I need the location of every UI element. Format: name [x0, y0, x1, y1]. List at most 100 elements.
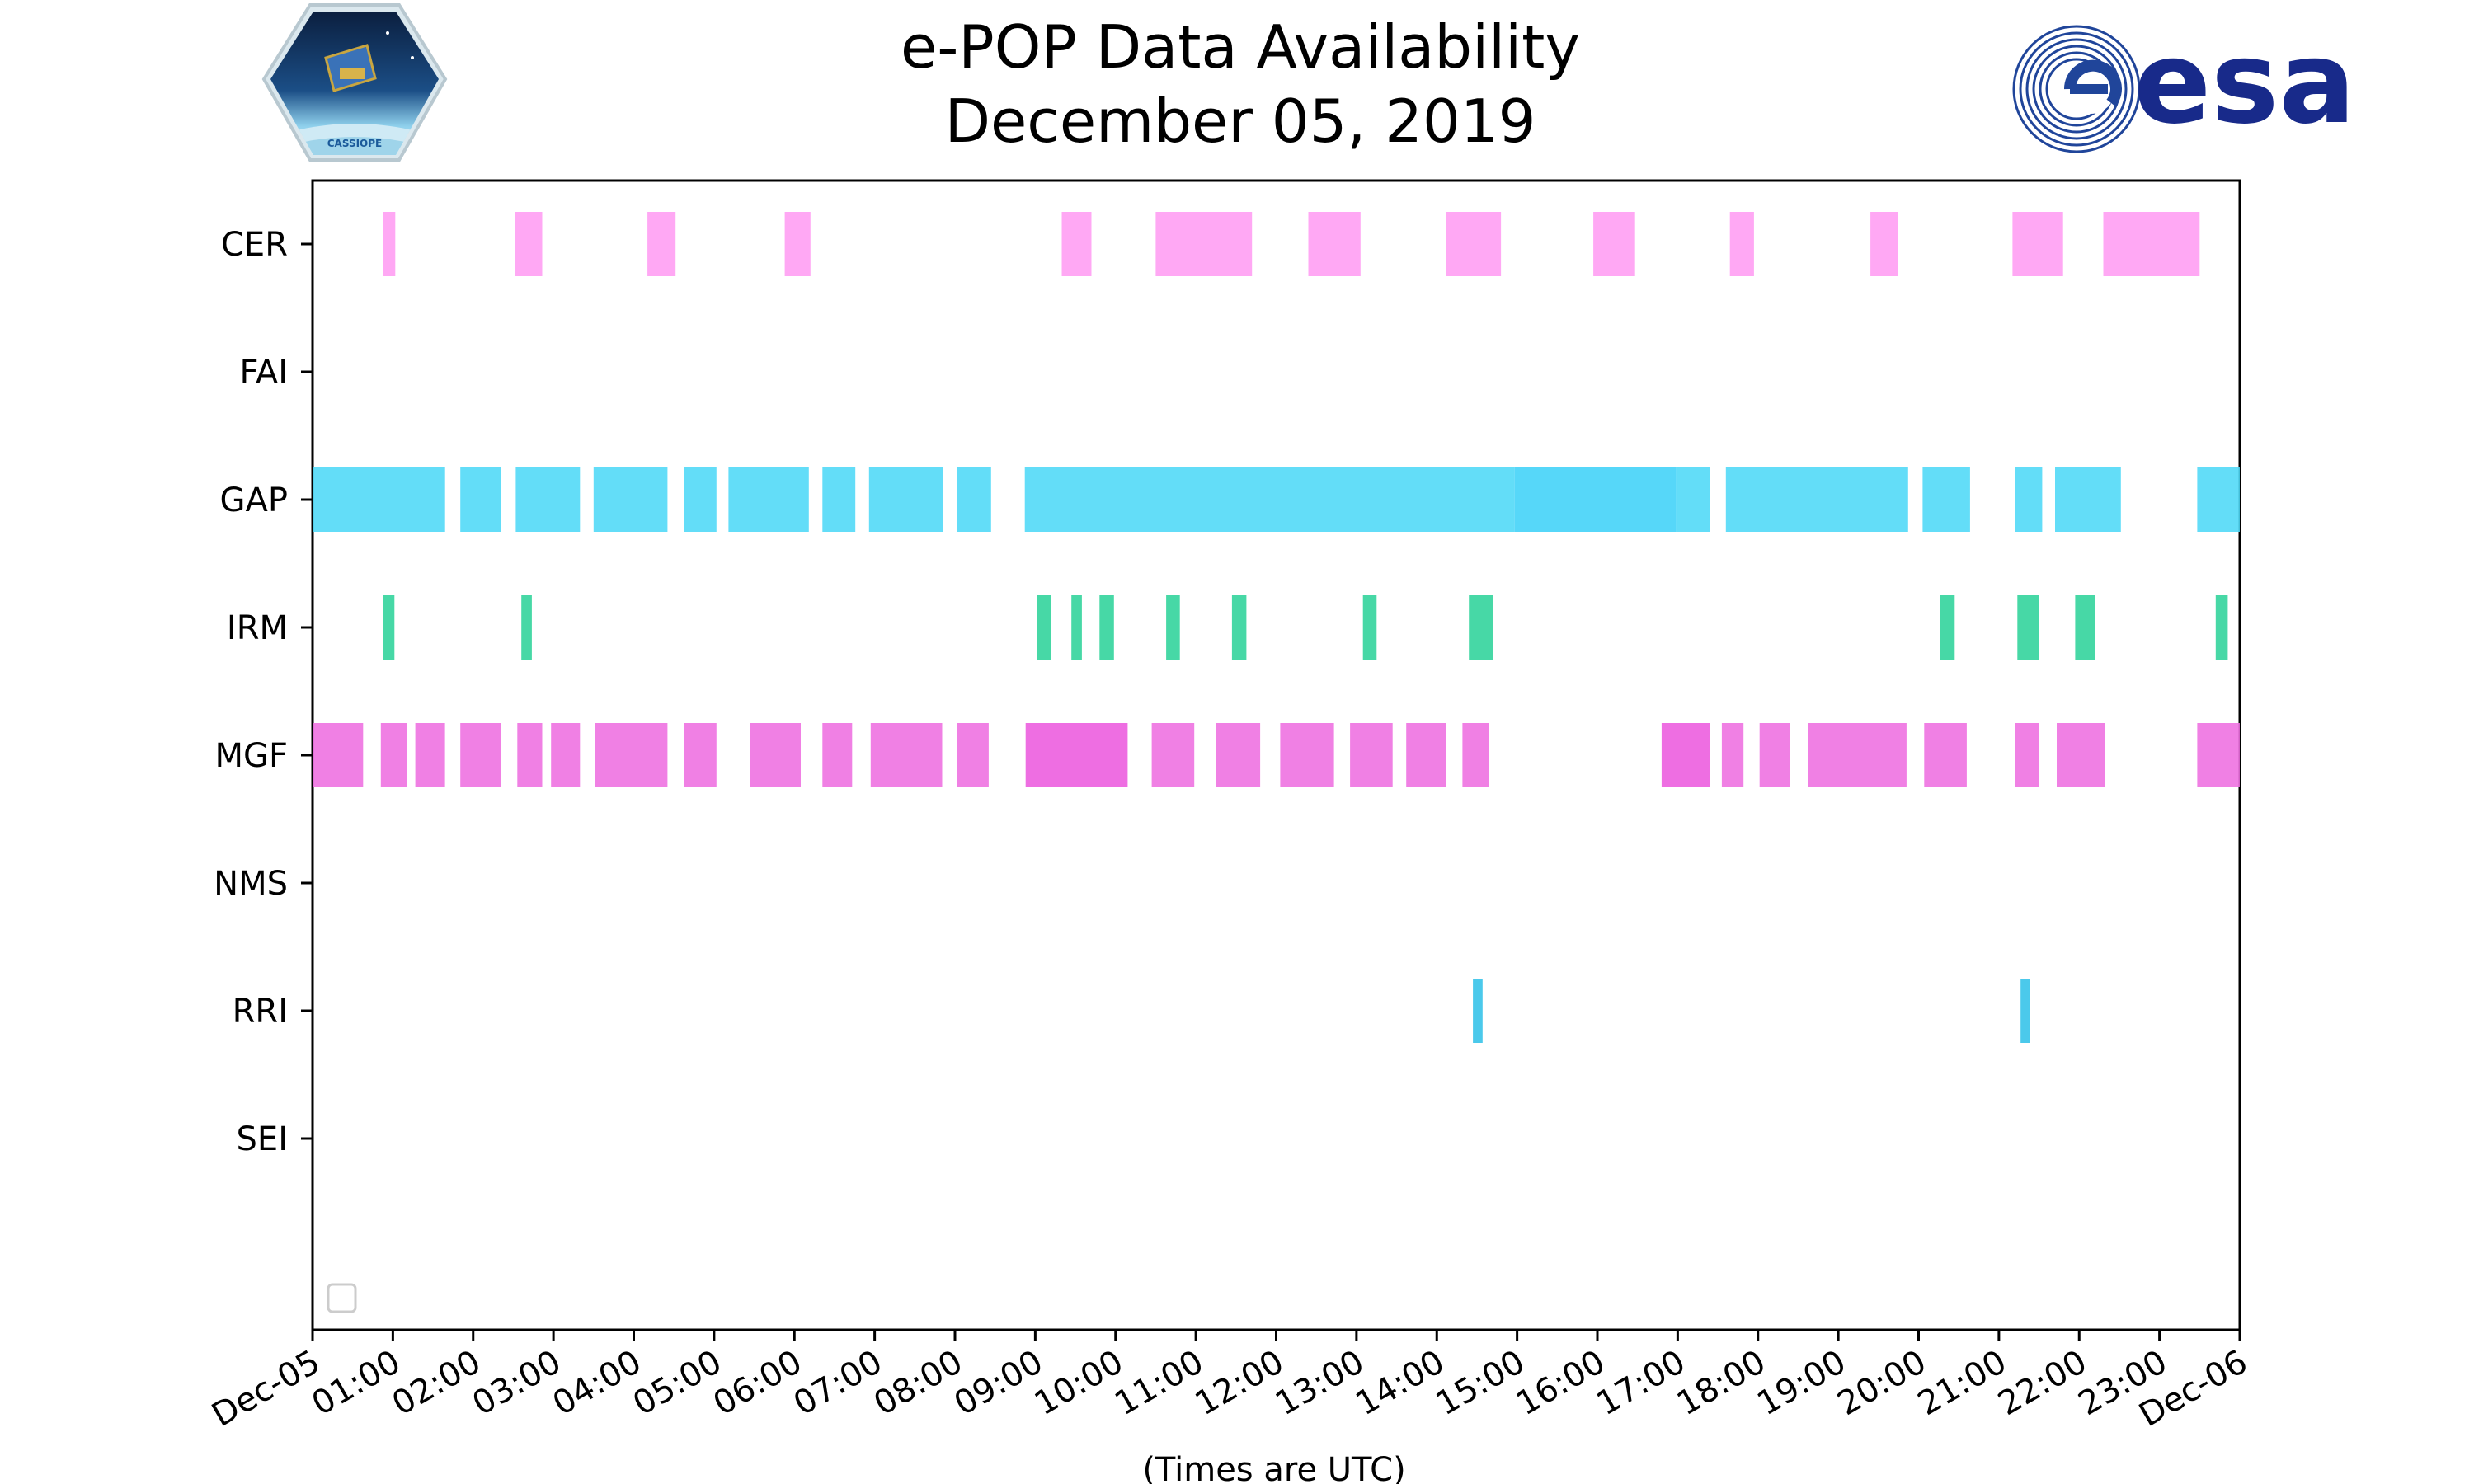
- bar-cer: [1729, 212, 1754, 276]
- y-tick-label: SEI: [237, 1120, 288, 1158]
- x-tick-label: 01:00: [306, 1343, 407, 1423]
- y-tick-label: FAI: [240, 354, 289, 392]
- bar-irm: [1362, 595, 1377, 660]
- bar-mgf: [1216, 723, 1261, 787]
- bar-irm: [1940, 595, 1955, 660]
- x-tick-label: 20:00: [1832, 1343, 1933, 1423]
- x-tick-label: 13:00: [1269, 1343, 1371, 1423]
- bar-cer: [1446, 212, 1502, 276]
- bar-mgf: [1661, 723, 1710, 787]
- bar-irm: [1166, 595, 1180, 660]
- bar-mgf: [750, 723, 801, 787]
- x-tick-label: 04:00: [547, 1343, 648, 1423]
- x-tick-label: 21:00: [1912, 1343, 2013, 1423]
- bar-gap: [868, 467, 943, 532]
- bar-irm: [2017, 595, 2039, 660]
- bar-gap: [2197, 467, 2240, 532]
- legend-box: [327, 1283, 357, 1313]
- bar-gap: [313, 467, 445, 532]
- bar-mgf: [380, 723, 407, 787]
- x-tick-label: 15:00: [1430, 1343, 1531, 1423]
- x-tick-label: 06:00: [707, 1343, 808, 1423]
- y-tick-label: IRM: [227, 609, 288, 647]
- bar-cer: [383, 212, 396, 276]
- bar-mgf: [684, 723, 717, 787]
- bars-layer: [313, 212, 2240, 1043]
- bar-gap: [1514, 467, 1677, 532]
- y-tick-label: RRI: [233, 993, 288, 1031]
- bar-gap: [1725, 467, 1908, 532]
- bar-mgf: [1151, 723, 1195, 787]
- bar-irm: [1469, 595, 1493, 660]
- bar-mgf: [870, 723, 943, 787]
- bar-cer: [1593, 212, 1635, 276]
- bar-mgf: [551, 723, 581, 787]
- x-tick-label: 12:00: [1189, 1343, 1291, 1423]
- bar-cer: [647, 212, 676, 276]
- bar-gap: [2055, 467, 2121, 532]
- x-tick-label: 18:00: [1671, 1343, 1772, 1423]
- bar-mgf: [415, 723, 445, 787]
- esa-logo-text: esa: [2134, 16, 2356, 149]
- bar-cer: [1308, 212, 1361, 276]
- bar-gap: [593, 467, 668, 532]
- bar-mgf: [2197, 723, 2240, 787]
- bar-mgf: [1025, 723, 1128, 787]
- bar-mgf: [1462, 723, 1489, 787]
- bar-mgf: [1350, 723, 1393, 787]
- bar-mgf: [1406, 723, 1446, 787]
- x-tick-label: 02:00: [386, 1343, 487, 1423]
- bar-cer: [1155, 212, 1253, 276]
- x-tick-label: 14:00: [1349, 1343, 1451, 1423]
- bar-mgf: [1280, 723, 1334, 787]
- y-axis: CER FAI GAP IRM MGF NMS RRI SEI: [214, 226, 313, 1158]
- bar-mgf: [957, 723, 989, 787]
- y-tick-label: CER: [221, 226, 288, 264]
- y-tick-label: GAP: [220, 481, 288, 519]
- bar-rri: [1473, 979, 1483, 1043]
- cassiope-logo-text: CASSIOPE: [327, 138, 383, 149]
- x-tick-label: 11:00: [1108, 1343, 1210, 1423]
- x-tick-label: 07:00: [788, 1343, 889, 1423]
- bar-mgf: [595, 723, 668, 787]
- bar-irm: [1037, 595, 1051, 660]
- cassiope-logo: [261, 2, 448, 162]
- x-tick-label: 03:00: [466, 1343, 567, 1423]
- bar-gap: [1024, 467, 1515, 532]
- bar-gap: [822, 467, 856, 532]
- x-tick-label: 19:00: [1751, 1343, 1852, 1423]
- bar-irm: [521, 595, 532, 660]
- x-tick-label: 09:00: [948, 1343, 1050, 1423]
- bar-mgf: [2057, 723, 2105, 787]
- bar-irm: [2075, 595, 2095, 660]
- bar-gap: [460, 467, 501, 532]
- bar-gap: [1922, 467, 1970, 532]
- x-tick-label: 08:00: [868, 1343, 969, 1423]
- x-tick-label: 16:00: [1510, 1343, 1611, 1423]
- bar-cer: [1870, 212, 1898, 276]
- bar-irm: [1099, 595, 1114, 660]
- bar-cer: [1061, 212, 1092, 276]
- bar-mgf: [1759, 723, 1790, 787]
- bar-mgf: [822, 723, 853, 787]
- bar-cer: [2012, 212, 2063, 276]
- bar-gap: [515, 467, 581, 532]
- bar-cer: [515, 212, 543, 276]
- x-tick-label: 22:00: [1992, 1343, 2093, 1423]
- bar-gap: [684, 467, 717, 532]
- x-tick-label: 17:00: [1591, 1343, 1692, 1423]
- bar-irm: [1231, 595, 1247, 660]
- bar-mgf: [1808, 723, 1907, 787]
- bar-gap: [957, 467, 991, 532]
- bar-irm: [383, 595, 395, 660]
- bar-irm: [1071, 595, 1082, 660]
- bar-gap: [1676, 467, 1710, 532]
- x-tick-label: 10:00: [1028, 1343, 1130, 1423]
- bar-mgf: [1924, 723, 1967, 787]
- y-tick-label: MGF: [214, 737, 288, 775]
- x-axis: Dec-0501:0002:0003:0004:0005:0006:0007:0…: [205, 1330, 2254, 1435]
- bar-gap: [2015, 467, 2043, 532]
- bar-gap: [728, 467, 809, 532]
- x-tick-label: 05:00: [627, 1343, 728, 1423]
